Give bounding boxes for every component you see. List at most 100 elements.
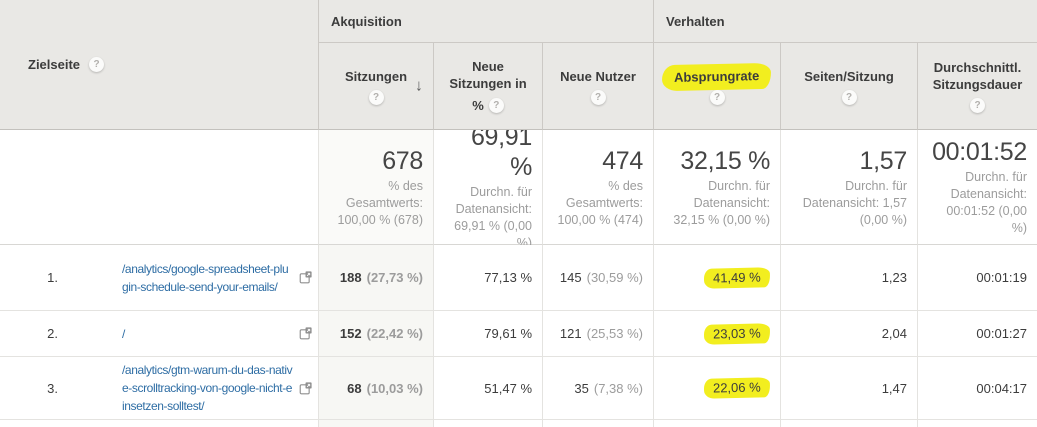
new-sessions-value: 79,61 %: [484, 326, 532, 341]
new-users-value: 35: [574, 380, 589, 396]
summary-note: Durchn. für Datenansicht: 00:01:52 (0,00…: [946, 170, 1027, 235]
row-2-neue-sitzungen: 79,61 %: [433, 311, 542, 357]
sessions-share: (27,73 %): [366, 270, 423, 285]
sessions-share: (10,03 %): [366, 380, 423, 396]
row-3-neue-sitzungen: 51,47 %: [433, 357, 542, 420]
landing-page-link[interactable]: /analytics/gtm-warum-du-das-native-scrol…: [122, 363, 293, 413]
row-4-partial: [542, 420, 653, 427]
summary-absprungrate: 32,15 % Durchn. für Datenansicht: 32,15 …: [653, 130, 780, 245]
row-3-neue-nutzer: 35 (7,38 %): [542, 357, 653, 420]
row-4-partial: [917, 420, 1037, 427]
sessions-value: 68: [347, 380, 362, 396]
bounce-rate-value: 22,06 %: [704, 377, 771, 399]
summary-value: 678: [382, 146, 423, 175]
summary-sitzungen: 678 % des Gesamtwerts: 100,00 % (678): [318, 130, 433, 245]
row-2-landing-page-cell: 2. /: [0, 311, 318, 357]
summary-seiten-sitzung: 1,57 Durchn. für Datenansicht: 1,57 (0,0…: [780, 130, 917, 245]
external-link-icon[interactable]: [299, 327, 312, 340]
help-icon[interactable]: ?: [368, 89, 384, 105]
summary-value: 32,15 %: [680, 146, 770, 175]
neue-sitzungen-label: Neue Sitzungen in: [449, 59, 527, 91]
row-4-partial: [653, 420, 780, 427]
help-icon[interactable]: ?: [590, 89, 606, 105]
column-header-zielseite[interactable]: Zielseite ?: [0, 0, 318, 130]
new-users-share: (25,53 %): [586, 326, 643, 341]
new-sessions-value: 77,13 %: [484, 270, 532, 285]
row-3-sitzungen: 68 (10,03 %): [318, 357, 433, 420]
row-1-landing-page-cell: 1. /analytics/google-spreadsheet-plugin-…: [0, 245, 318, 311]
sessions-value: 152: [339, 326, 362, 341]
sitzungsdauer-label: Durchschnittl. Sitzungsdauer: [932, 60, 1023, 92]
row-3-sitzungsdauer: 00:04:17: [917, 357, 1037, 420]
column-header-neue-sitzungen[interactable]: Neue Sitzungen in % ?: [433, 43, 542, 130]
sort-descending-icon[interactable]: ↓: [415, 77, 423, 95]
row-1-neue-sitzungen: 77,13 %: [433, 245, 542, 311]
row-2-absprungrate: 23,03 %: [653, 311, 780, 357]
external-link-icon[interactable]: [299, 271, 312, 284]
avg-duration-value: 00:01:19: [976, 270, 1027, 285]
summary-note: % des Gesamtwerts: 100,00 % (678): [337, 178, 423, 227]
row-index: 1.: [47, 270, 58, 285]
row-4-partial: [0, 420, 318, 427]
new-users-share: (7,38 %): [593, 380, 643, 396]
row-2-sitzungsdauer: 00:01:27: [917, 311, 1037, 357]
landing-page-link[interactable]: /analytics/google-spreadsheet-plugin-sch…: [122, 261, 289, 294]
row-1-sitzungsdauer: 00:01:19: [917, 245, 1037, 311]
sessions-value: 188: [339, 270, 362, 285]
summary-value: 474: [602, 146, 643, 175]
summary-note: % des Gesamtwerts: 100,00 % (474): [557, 178, 643, 227]
summary-sitzungsdauer: 00:01:52 Durchn. für Datenansicht: 00:01…: [917, 130, 1037, 245]
sessions-share: (22,42 %): [366, 326, 423, 341]
column-header-sitzungsdauer[interactable]: Durchschnittl. Sitzungsdauer ?: [917, 43, 1037, 130]
new-sessions-value: 51,47 %: [484, 380, 532, 396]
avg-duration-value: 00:04:17: [976, 380, 1027, 396]
row-3-landing-page-cell: 3. /analytics/gtm-warum-du-das-native-sc…: [0, 357, 318, 420]
summary-note: Durchn. für Datenansicht: 69,91 % (0,00 …: [454, 185, 532, 250]
summary-dimension-cell: [0, 130, 318, 245]
summary-note: Durchn. für Datenansicht: 32,15 % (0,00 …: [673, 178, 770, 227]
help-icon[interactable]: ?: [841, 89, 857, 105]
landing-page-link[interactable]: /: [122, 326, 125, 341]
column-header-neue-nutzer[interactable]: Neue Nutzer ?: [542, 43, 653, 130]
verhalten-label: Verhalten: [666, 13, 725, 29]
group-header-verhalten: Verhalten: [653, 0, 1037, 43]
bounce-rate-value: 23,03 %: [704, 322, 771, 345]
row-3-absprungrate: 22,06 %: [653, 357, 780, 420]
summary-note: Durchn. für Datenansicht: 1,57 (0,00 %): [802, 178, 907, 227]
row-2-seiten-sitzung: 2,04: [780, 311, 917, 357]
new-users-share: (30,59 %): [586, 270, 643, 285]
column-header-seiten-sitzung[interactable]: Seiten/Sitzung ?: [780, 43, 917, 130]
seiten-sitzung-label: Seiten/Sitzung: [804, 68, 894, 84]
new-users-value: 145: [559, 270, 582, 285]
pages-per-session-value: 1,47: [881, 380, 907, 396]
row-1-sitzungen: 188 (27,73 %): [318, 245, 433, 311]
help-icon[interactable]: ?: [709, 89, 725, 105]
neue-sitzungen-suffix: %: [472, 98, 484, 113]
row-4-partial: [318, 420, 433, 427]
absprungrate-label: Absprungrate: [674, 67, 760, 85]
summary-value: 00:01:52: [932, 138, 1027, 166]
summary-value: 1,57: [859, 146, 908, 175]
summary-neue-sitzungen: 69,91 % Durchn. für Datenansicht: 69,91 …: [433, 123, 542, 250]
row-1-neue-nutzer: 145 (30,59 %): [542, 245, 653, 311]
column-header-sitzungen[interactable]: Sitzungen ? ↓: [318, 43, 433, 130]
avg-duration-value: 00:01:27: [976, 326, 1027, 341]
pages-per-session-value: 1,23: [881, 270, 907, 285]
summary-neue-nutzer: 474 % des Gesamtwerts: 100,00 % (474): [542, 130, 653, 245]
row-1-seiten-sitzung: 1,23: [780, 245, 917, 311]
akquisition-label: Akquisition: [331, 13, 402, 29]
help-icon[interactable]: ?: [89, 57, 105, 72]
group-header-akquisition: Akquisition: [318, 0, 653, 43]
row-index: 2.: [47, 326, 58, 341]
help-icon[interactable]: ?: [488, 98, 504, 113]
help-icon[interactable]: ?: [970, 98, 985, 113]
column-header-absprungrate[interactable]: Absprungrate ?: [653, 43, 780, 130]
row-2-sitzungen: 152 (22,42 %): [318, 311, 433, 357]
new-users-value: 121: [559, 326, 582, 341]
neue-nutzer-label: Neue Nutzer: [560, 68, 636, 84]
pages-per-session-value: 2,04: [881, 326, 907, 341]
row-2-neue-nutzer: 121 (25,53 %): [542, 311, 653, 357]
external-link-icon[interactable]: [299, 381, 312, 395]
highlighter-mark: Absprungrate: [662, 62, 772, 91]
